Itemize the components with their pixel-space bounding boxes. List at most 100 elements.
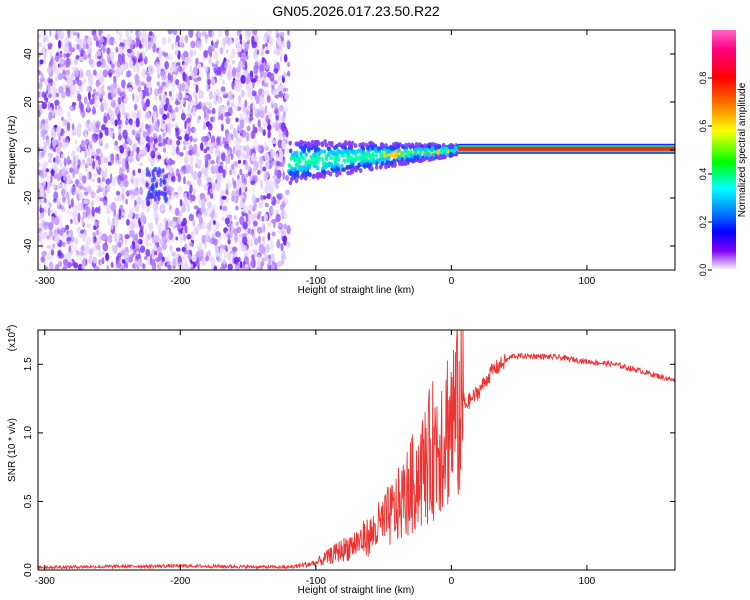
noise-speckle [182, 71, 186, 82]
noise-speckle [200, 205, 206, 214]
noise-speckle [227, 100, 230, 107]
noise-speckle [221, 79, 226, 85]
noise-speckle [197, 63, 202, 68]
noise-speckle [166, 180, 169, 187]
signal-speckle [434, 145, 438, 151]
noise-cluster [150, 177, 154, 183]
signal-speckle [397, 155, 401, 161]
noise-speckle [47, 89, 51, 95]
noise-speckle [89, 99, 95, 105]
noise-speckle [52, 147, 56, 152]
noise-speckle [267, 220, 271, 228]
signal-speckle [340, 144, 345, 150]
noise-speckle [137, 80, 142, 90]
noise-speckle [149, 136, 154, 143]
noise-speckle [54, 109, 59, 116]
noise-speckle [120, 187, 126, 193]
noise-speckle [38, 234, 41, 242]
noise-speckle [219, 47, 223, 55]
noise-speckle [115, 154, 118, 165]
noise-speckle [45, 138, 51, 147]
noise-speckle [162, 147, 167, 153]
noise-speckle [156, 245, 162, 254]
signal-speckle [413, 155, 417, 161]
noise-speckle [101, 124, 106, 131]
noise-speckle [114, 119, 118, 127]
noise-speckle [172, 257, 177, 267]
noise-speckle [229, 54, 233, 60]
noise-speckle [100, 152, 103, 158]
signal-speckle [382, 150, 387, 156]
noise-speckle [145, 79, 152, 89]
noise-speckle [239, 168, 243, 176]
noise-speckle [162, 243, 167, 251]
noise-speckle [90, 73, 94, 82]
noise-speckle [38, 150, 42, 161]
noise-speckle [234, 215, 237, 221]
noise-speckle [114, 145, 120, 152]
noise-speckle [236, 30, 241, 37]
noise-speckle [126, 70, 132, 78]
noise-speckle [250, 153, 255, 162]
noise-speckle [120, 102, 125, 112]
noise-speckle [39, 212, 42, 219]
noise-speckle [39, 77, 46, 83]
noise-speckle [222, 44, 226, 51]
noise-speckle [56, 183, 63, 189]
noise-speckle [72, 31, 78, 36]
noise-speckle [247, 228, 252, 234]
signal-speckle [436, 144, 441, 150]
signal-speckle [293, 157, 298, 163]
noise-speckle [208, 90, 213, 100]
noise-speckle [153, 244, 157, 250]
noise-speckle [138, 128, 142, 133]
noise-speckle [148, 31, 153, 37]
noise-speckle [221, 195, 227, 200]
signal-speckle [361, 146, 366, 152]
noise-speckle [86, 102, 90, 112]
noise-speckle [179, 235, 183, 242]
noise-speckle [144, 236, 149, 244]
noise-speckle [105, 65, 110, 72]
noise-speckle [139, 122, 145, 127]
noise-speckle [125, 30, 129, 38]
noise-speckle [134, 222, 140, 229]
x-tick-label: 0 [449, 576, 455, 587]
noise-speckle [118, 208, 122, 217]
signal-speckle [350, 163, 355, 168]
signal-speckle [441, 142, 446, 148]
noise-speckle [270, 254, 276, 262]
noise-speckle [259, 109, 266, 119]
noise-speckle [259, 65, 265, 75]
noise-speckle [231, 48, 236, 59]
noise-speckle [67, 34, 71, 39]
noise-speckle [61, 90, 66, 99]
signal-speckle [374, 160, 379, 166]
noise-speckle [110, 99, 116, 108]
noise-speckle [182, 140, 189, 145]
noise-speckle [42, 170, 48, 178]
noise-speckle [41, 219, 46, 229]
noise-speckle [213, 265, 218, 270]
noise-speckle [134, 204, 140, 213]
noise-speckle [100, 102, 105, 113]
noise-speckle [108, 127, 112, 137]
noise-speckle [84, 149, 88, 159]
signal-speckle [328, 171, 333, 177]
noise-speckle [265, 49, 270, 55]
noise-speckle [261, 155, 264, 162]
noise-speckle [142, 50, 146, 60]
y-tick-label: 40 [23, 48, 34, 60]
noise-speckle [175, 106, 179, 113]
noise-speckle [77, 182, 83, 187]
noise-speckle [173, 147, 176, 155]
noise-speckle [282, 131, 287, 139]
noise-speckle [54, 263, 60, 270]
noise-speckle [273, 47, 278, 55]
chart-title: GN05.2026.017.23.50.R22 [272, 3, 440, 19]
noise-speckle [56, 125, 62, 135]
noise-speckle [43, 251, 47, 256]
noise-speckle [89, 147, 95, 152]
noise-speckle [61, 116, 64, 121]
noise-speckle [39, 204, 42, 214]
